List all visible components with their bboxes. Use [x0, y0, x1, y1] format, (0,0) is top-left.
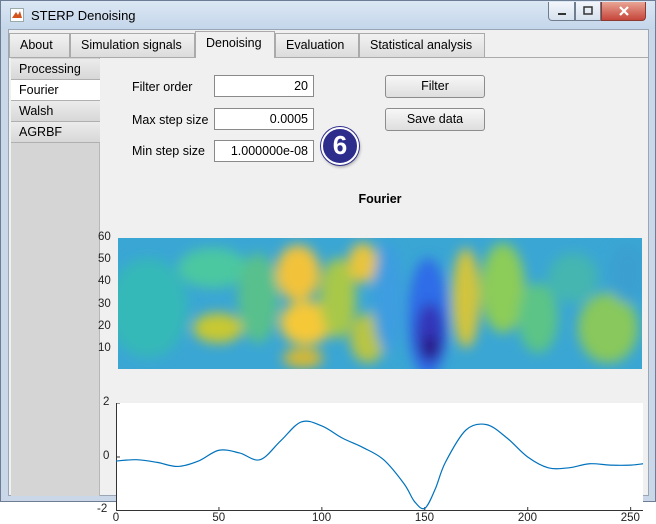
minimize-icon — [557, 13, 566, 15]
line-x-tick: 200 — [517, 512, 537, 524]
denoising-panel: Processing Fourier Walsh AGRBF Filter or… — [9, 57, 648, 524]
line-y-tick: 0 — [103, 450, 110, 462]
min-step-label: Min step size — [132, 144, 205, 158]
fourier-heatmap — [118, 238, 642, 369]
heatmap-title: Fourier — [358, 192, 402, 206]
maximize-button[interactable] — [575, 2, 601, 21]
minimize-button[interactable] — [548, 2, 575, 21]
maximize-icon — [583, 6, 593, 15]
heatmap-y-tick: 20 — [98, 319, 111, 332]
step-badge: 6 — [321, 127, 359, 165]
close-button[interactable] — [601, 2, 646, 21]
title-bar[interactable]: STERP Denoising — [1, 1, 655, 29]
line-x-tick: 50 — [212, 512, 226, 524]
heatmap-svg — [118, 238, 642, 369]
sidebar-item-walsh[interactable]: Walsh — [11, 101, 100, 122]
filter-button[interactable]: Filter — [385, 75, 485, 98]
heatmap-y-tick: 40 — [98, 275, 111, 288]
max-step-label: Max step size — [132, 113, 209, 127]
denoised-line-plot — [115, 402, 644, 512]
close-icon — [618, 6, 629, 16]
tab-about[interactable]: About — [9, 33, 70, 57]
heatmap-y-tick: 60 — [98, 231, 111, 243]
save-data-button[interactable]: Save data — [385, 108, 485, 131]
min-step-field[interactable]: 1.000000e-08 — [214, 140, 314, 162]
tab-statistical-analysis[interactable]: Statistical analysis — [359, 33, 485, 57]
line-y-tick: -2 — [97, 503, 108, 515]
tab-simulation-signals[interactable]: Simulation signals — [70, 33, 195, 57]
line-x-tick: 100 — [311, 512, 332, 524]
method-sidebar: Processing Fourier Walsh AGRBF — [11, 58, 100, 496]
line-y-tick: 2 — [103, 396, 110, 408]
tab-evaluation[interactable]: Evaluation — [275, 33, 359, 57]
client-area: About Simulation signals Denoising Evalu… — [8, 29, 649, 524]
matlab-icon — [10, 8, 24, 22]
heatmap-y-tick: 10 — [98, 342, 111, 355]
filter-order-label: Filter order — [132, 80, 193, 94]
line-x-tick: 150 — [414, 512, 435, 524]
heatmap-y-tick: 30 — [98, 297, 111, 310]
line-svg — [115, 402, 644, 512]
sidebar-item-agrbf[interactable]: AGRBF — [11, 122, 100, 143]
sidebar-item-fourier[interactable]: Fourier — [11, 80, 100, 101]
main-tab-bar: About Simulation signals Denoising Evalu… — [9, 30, 648, 58]
window-title: STERP Denoising — [31, 8, 136, 23]
max-step-field[interactable]: 0.0005 — [214, 108, 314, 130]
line-x-tick: 250 — [620, 512, 640, 524]
tab-denoising[interactable]: Denoising — [195, 31, 275, 58]
signal-series-line — [115, 420, 644, 510]
filter-order-field[interactable]: 20 — [214, 75, 314, 97]
sidebar-item-processing[interactable]: Processing — [11, 59, 100, 80]
line-x-tick: 0 — [112, 512, 120, 524]
heatmap-y-tick: 50 — [98, 253, 111, 266]
